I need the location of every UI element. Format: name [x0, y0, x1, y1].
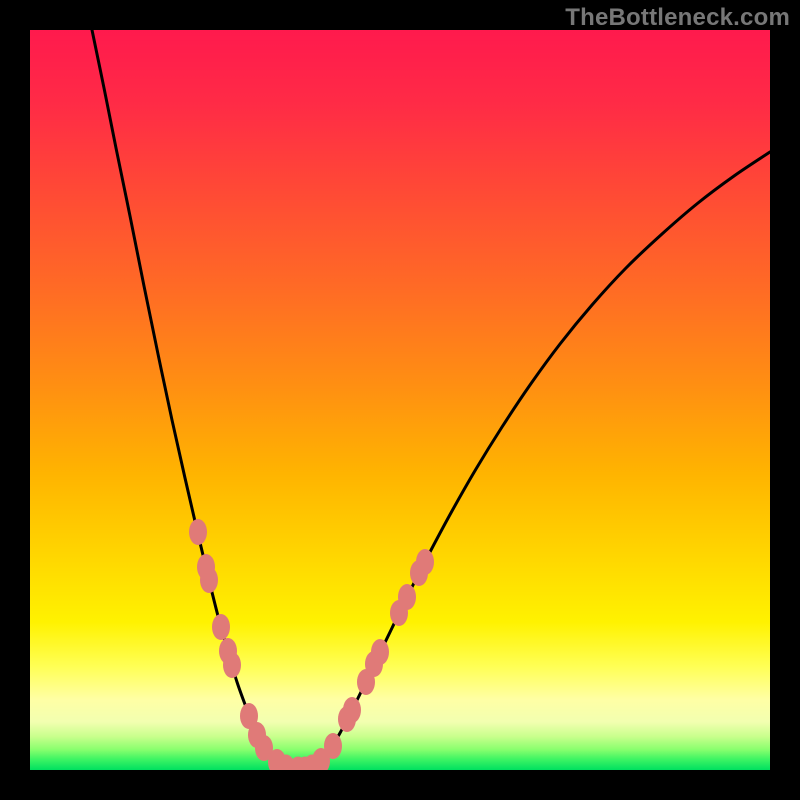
watermark-text: TheBottleneck.com	[565, 4, 790, 32]
data-marker	[212, 614, 230, 640]
data-marker	[343, 697, 361, 723]
gradient-background	[30, 30, 770, 770]
data-marker	[200, 567, 218, 593]
data-marker	[324, 733, 342, 759]
data-marker	[398, 584, 416, 610]
data-marker	[189, 519, 207, 545]
chart-frame: TheBottleneck.com	[0, 0, 800, 800]
data-marker	[371, 639, 389, 665]
chart-svg	[30, 30, 770, 770]
plot-area	[30, 30, 770, 770]
data-marker	[416, 549, 434, 575]
data-marker	[223, 652, 241, 678]
